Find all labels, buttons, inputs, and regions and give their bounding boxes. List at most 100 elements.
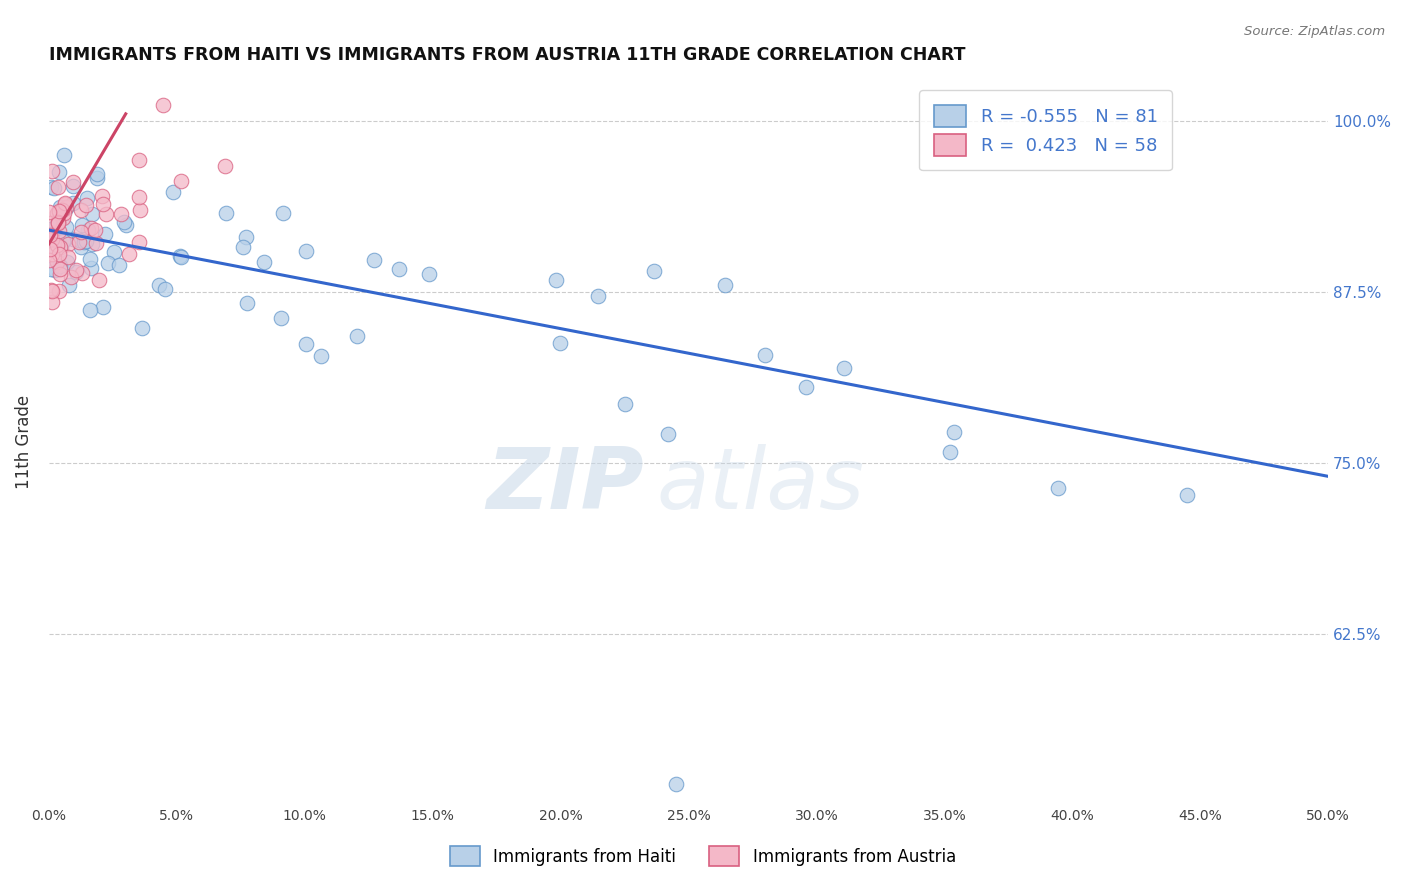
Point bbox=[128, 190, 150, 204]
Point bbox=[39, 180, 62, 194]
Point bbox=[942, 425, 965, 440]
Point bbox=[586, 289, 609, 303]
Point bbox=[76, 223, 98, 237]
Point bbox=[42, 228, 65, 243]
Point bbox=[1177, 488, 1199, 502]
Point bbox=[75, 198, 97, 212]
Point bbox=[657, 426, 679, 441]
Point bbox=[110, 207, 132, 221]
Point bbox=[418, 268, 440, 282]
Point bbox=[270, 310, 292, 325]
Y-axis label: 11th Grade: 11th Grade bbox=[15, 395, 32, 489]
Point bbox=[346, 329, 368, 343]
Point bbox=[49, 240, 72, 254]
Point bbox=[253, 254, 276, 268]
Point bbox=[46, 180, 69, 194]
Point bbox=[62, 175, 84, 189]
Point bbox=[834, 360, 856, 375]
Point bbox=[38, 204, 60, 219]
Point bbox=[214, 159, 236, 173]
Point bbox=[46, 215, 69, 229]
Point bbox=[69, 203, 91, 218]
Point bbox=[84, 223, 107, 237]
Point bbox=[232, 240, 254, 254]
Legend: R = -0.555   N = 81, R =  0.423   N = 58: R = -0.555 N = 81, R = 0.423 N = 58 bbox=[920, 90, 1173, 170]
Point bbox=[39, 222, 62, 236]
Point bbox=[97, 256, 120, 270]
Point bbox=[215, 206, 238, 220]
Point bbox=[128, 235, 150, 249]
Legend: Immigrants from Haiti, Immigrants from Austria: Immigrants from Haiti, Immigrants from A… bbox=[443, 839, 963, 873]
Point bbox=[112, 214, 135, 228]
Point bbox=[80, 207, 103, 221]
Point bbox=[55, 201, 77, 215]
Point bbox=[48, 164, 70, 178]
Point bbox=[115, 218, 138, 232]
Point bbox=[70, 218, 93, 232]
Point bbox=[48, 200, 70, 214]
Point bbox=[41, 247, 63, 261]
Point bbox=[53, 148, 76, 162]
Point bbox=[39, 232, 62, 246]
Point bbox=[49, 268, 72, 282]
Point bbox=[41, 283, 63, 297]
Point bbox=[48, 216, 70, 230]
Point bbox=[39, 242, 62, 256]
Point bbox=[128, 153, 150, 167]
Point bbox=[53, 232, 76, 246]
Point bbox=[62, 195, 84, 210]
Point bbox=[548, 335, 571, 350]
Point bbox=[48, 223, 70, 237]
Point bbox=[39, 241, 62, 255]
Point bbox=[55, 200, 77, 214]
Point bbox=[53, 195, 76, 210]
Text: ZIP: ZIP bbox=[486, 444, 644, 527]
Point bbox=[363, 252, 385, 267]
Point bbox=[162, 185, 184, 199]
Text: IMMIGRANTS FROM HAITI VS IMMIGRANTS FROM AUSTRIA 11TH GRADE CORRELATION CHART: IMMIGRANTS FROM HAITI VS IMMIGRANTS FROM… bbox=[49, 46, 966, 64]
Point bbox=[91, 189, 114, 203]
Point bbox=[62, 232, 84, 246]
Point bbox=[65, 262, 87, 277]
Point bbox=[48, 260, 70, 274]
Point bbox=[1046, 482, 1069, 496]
Point bbox=[938, 445, 960, 459]
Point bbox=[41, 164, 63, 178]
Point bbox=[169, 174, 191, 188]
Point bbox=[56, 250, 79, 264]
Point bbox=[94, 207, 117, 221]
Point bbox=[170, 250, 193, 264]
Point bbox=[72, 267, 94, 281]
Point bbox=[48, 247, 70, 261]
Point bbox=[271, 206, 294, 220]
Point bbox=[41, 231, 63, 245]
Point bbox=[42, 181, 65, 195]
Point bbox=[294, 244, 316, 259]
Point bbox=[41, 285, 63, 299]
Point bbox=[93, 227, 115, 241]
Point bbox=[48, 203, 70, 218]
Point bbox=[91, 196, 114, 211]
Point bbox=[65, 265, 87, 279]
Point bbox=[56, 237, 79, 252]
Point bbox=[388, 261, 411, 276]
Point bbox=[665, 777, 688, 791]
Point bbox=[48, 240, 70, 254]
Text: atlas: atlas bbox=[657, 444, 865, 527]
Point bbox=[39, 261, 62, 276]
Point bbox=[62, 178, 84, 193]
Point bbox=[45, 255, 67, 269]
Point bbox=[41, 227, 63, 242]
Point bbox=[131, 320, 153, 334]
Point bbox=[41, 294, 63, 309]
Point bbox=[794, 379, 817, 393]
Point bbox=[86, 167, 108, 181]
Point bbox=[69, 240, 91, 254]
Point bbox=[44, 262, 66, 277]
Point bbox=[84, 235, 107, 250]
Point bbox=[117, 247, 139, 261]
Point bbox=[46, 217, 69, 231]
Point bbox=[152, 98, 174, 112]
Point bbox=[80, 261, 103, 276]
Point bbox=[754, 348, 776, 362]
